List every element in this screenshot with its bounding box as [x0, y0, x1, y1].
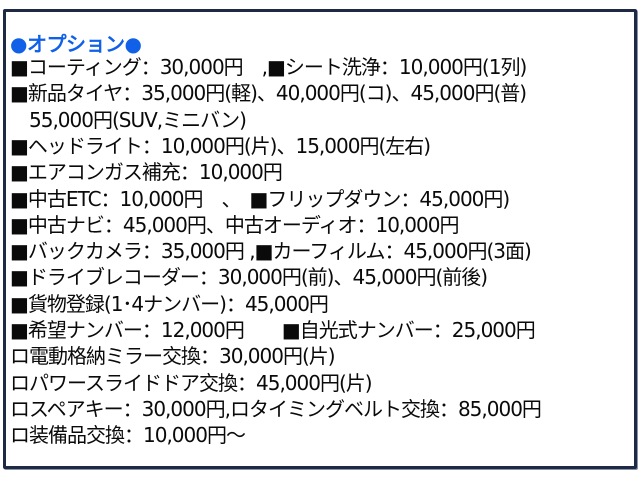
option-line: ■新品タイヤ：35,000円(軽)、40,000円(コ)、45,000円(普): [10, 81, 527, 106]
option-line: ■貨物登録(1･4ナンバー)：45,000円: [10, 291, 329, 316]
option-line: ロ装備品交換：10,000円～: [10, 423, 246, 448]
option-line: ■中古ナビ：45,000円、中古オーディオ：10,000円: [10, 212, 459, 237]
options-title: ●オプション●: [10, 32, 142, 56]
option-line: ■ドライブレコーダー：30,000円(前)、45,000円(前後): [10, 265, 488, 290]
option-line: ロスペアキー：30,000円,ロタイミングベルト交換：85,000円: [10, 396, 542, 421]
option-line: ■中古ETC：10,000円 、 ■フリップダウン：45,000円): [10, 186, 510, 211]
option-line: ロパワースライドドア交換：45,000円(片): [10, 370, 373, 395]
options-panel: [3, 9, 637, 469]
option-line: ■ヘッドライト：10,000円(片)、15,000円(左右): [10, 133, 431, 158]
option-line: 55,000円(SUV,ミニバン): [10, 107, 247, 132]
option-line: ■コーティング：30,000円 ,■シート洗浄：10,000円(1列): [10, 55, 527, 79]
option-line: ■希望ナンバー：12,000円 ■自光式ナンバー：25,000円: [10, 318, 536, 342]
option-line: ■エアコンガス補充：10,000円: [10, 160, 283, 185]
option-line: ■バックカメラ：35,000円 ,■カーフィルム：45,000円(3面): [10, 239, 532, 264]
option-line: ロ電動格納ミラー交換：30,000円(片): [10, 344, 336, 369]
